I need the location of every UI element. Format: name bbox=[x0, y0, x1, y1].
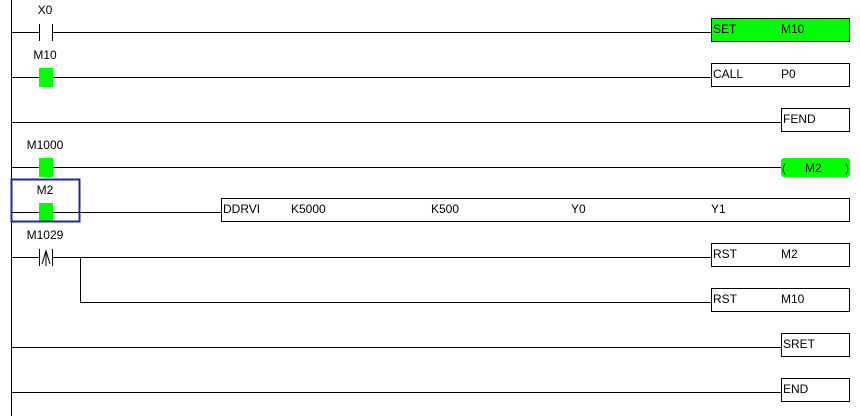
rst-instruction-box[interactable] bbox=[711, 288, 850, 312]
end-instruction-box[interactable] bbox=[781, 378, 850, 402]
selection-cursor[interactable] bbox=[10, 178, 81, 223]
rung-7[interactable]: SRET bbox=[11, 333, 850, 357]
contact-label: X0 bbox=[38, 3, 53, 17]
instruction-operand: P0 bbox=[781, 67, 796, 81]
instruction-operand: K5000 bbox=[291, 202, 326, 216]
instruction-operand: M10 bbox=[781, 22, 805, 36]
contact-active-icon bbox=[39, 203, 53, 222]
rung-1[interactable]: X0 SET M10 bbox=[11, 3, 850, 42]
contact-label: M2 bbox=[37, 183, 54, 197]
instruction-operand: Y0 bbox=[571, 202, 586, 216]
contact-active-icon bbox=[39, 68, 53, 87]
instruction-op: RST bbox=[713, 292, 738, 306]
instruction-op: END bbox=[783, 382, 809, 396]
contact-active-icon bbox=[39, 158, 53, 177]
instruction-operand: M10 bbox=[781, 292, 805, 306]
output-coil[interactable] bbox=[781, 158, 850, 177]
instruction-op: SET bbox=[713, 22, 737, 36]
fend-instruction-box[interactable] bbox=[781, 108, 850, 132]
coil-close-paren: ) bbox=[845, 161, 849, 175]
coil-label: M2 bbox=[805, 161, 822, 175]
contact-label: M1000 bbox=[27, 138, 64, 152]
call-instruction-box[interactable] bbox=[711, 63, 850, 87]
instruction-op: DDRVI bbox=[223, 202, 260, 216]
coil-open-paren: ( bbox=[782, 161, 786, 175]
instruction-operand: K500 bbox=[431, 202, 459, 216]
rung-6[interactable]: M1029 RST M2 RST M10 bbox=[11, 228, 850, 312]
ddrvi-instruction-box[interactable] bbox=[221, 198, 850, 222]
rung-3[interactable]: FEND bbox=[11, 108, 850, 132]
set-instruction-box[interactable] bbox=[711, 18, 850, 42]
rung-8[interactable]: END bbox=[11, 378, 850, 402]
instruction-operand: Y1 bbox=[711, 202, 726, 216]
instruction-op: SRET bbox=[783, 337, 816, 351]
sret-instruction-box[interactable] bbox=[781, 333, 850, 357]
rst-instruction-box[interactable] bbox=[711, 243, 850, 267]
instruction-op: FEND bbox=[783, 112, 816, 126]
rung-2[interactable]: M10 CALL P0 bbox=[11, 48, 850, 87]
instruction-op: RST bbox=[713, 247, 738, 261]
instruction-operand: M2 bbox=[781, 247, 798, 261]
rising-edge-contact-icon bbox=[39, 249, 53, 266]
contact-label: M1029 bbox=[27, 228, 64, 242]
rung-4[interactable]: M1000 ( M2 ) bbox=[11, 138, 850, 177]
rung-5[interactable]: M2 DDRVI K5000 K500 Y0 Y1 bbox=[10, 178, 850, 223]
contact-label: M10 bbox=[33, 48, 57, 62]
instruction-op: CALL bbox=[713, 67, 743, 81]
